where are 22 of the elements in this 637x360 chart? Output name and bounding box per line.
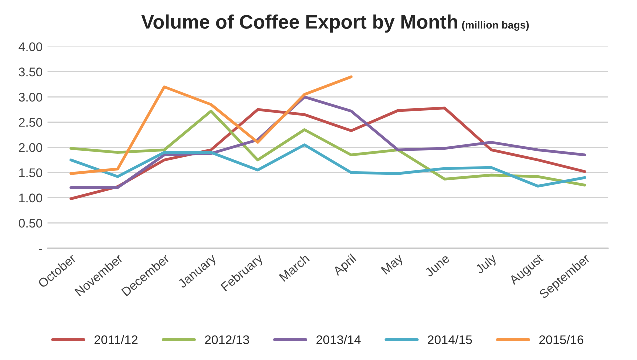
- legend-label: 2011/12: [94, 335, 138, 344]
- legend-label: 2014/15: [428, 335, 472, 344]
- y-tick-label: 2.00: [19, 143, 42, 152]
- y-tick-label: 3.50: [19, 68, 42, 77]
- y-tick-label: 0.50: [19, 219, 42, 228]
- y-tick-label: 1.50: [20, 168, 42, 178]
- y-tick-label: 2.50: [19, 118, 42, 128]
- legend-label: 2012/13: [205, 335, 250, 344]
- y-tick-label: 1.00: [20, 194, 42, 203]
- x-tick-label: May: [381, 254, 406, 277]
- line-series: [70, 144, 586, 188]
- line-series: [70, 76, 353, 176]
- x-tick-label: July: [474, 253, 500, 276]
- legend-label: 2015/16: [540, 335, 584, 344]
- line-series: [70, 110, 586, 187]
- y-tick-label: 3.00: [19, 93, 42, 102]
- chart-subtitle: (million bags): [462, 21, 530, 32]
- chart-title: Volume of Coffee Export by Month: [142, 14, 458, 33]
- y-tick-label: -: [39, 249, 42, 250]
- x-tick-label: June: [424, 254, 450, 278]
- y-tick-label: 4.00: [18, 42, 42, 52]
- legend-label: 2013/14: [316, 335, 361, 344]
